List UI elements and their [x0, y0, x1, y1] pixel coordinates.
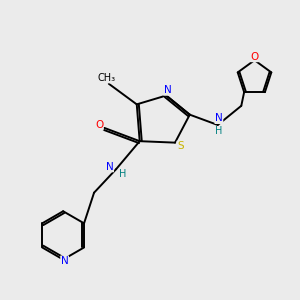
Text: S: S [177, 141, 184, 151]
Text: CH₃: CH₃ [98, 73, 116, 83]
Text: H: H [119, 169, 126, 179]
Text: N: N [106, 162, 113, 172]
Text: O: O [250, 52, 259, 62]
Text: H: H [215, 126, 223, 136]
Text: N: N [215, 113, 223, 124]
Text: O: O [95, 120, 103, 130]
Text: N: N [61, 256, 68, 266]
Text: N: N [164, 85, 172, 95]
